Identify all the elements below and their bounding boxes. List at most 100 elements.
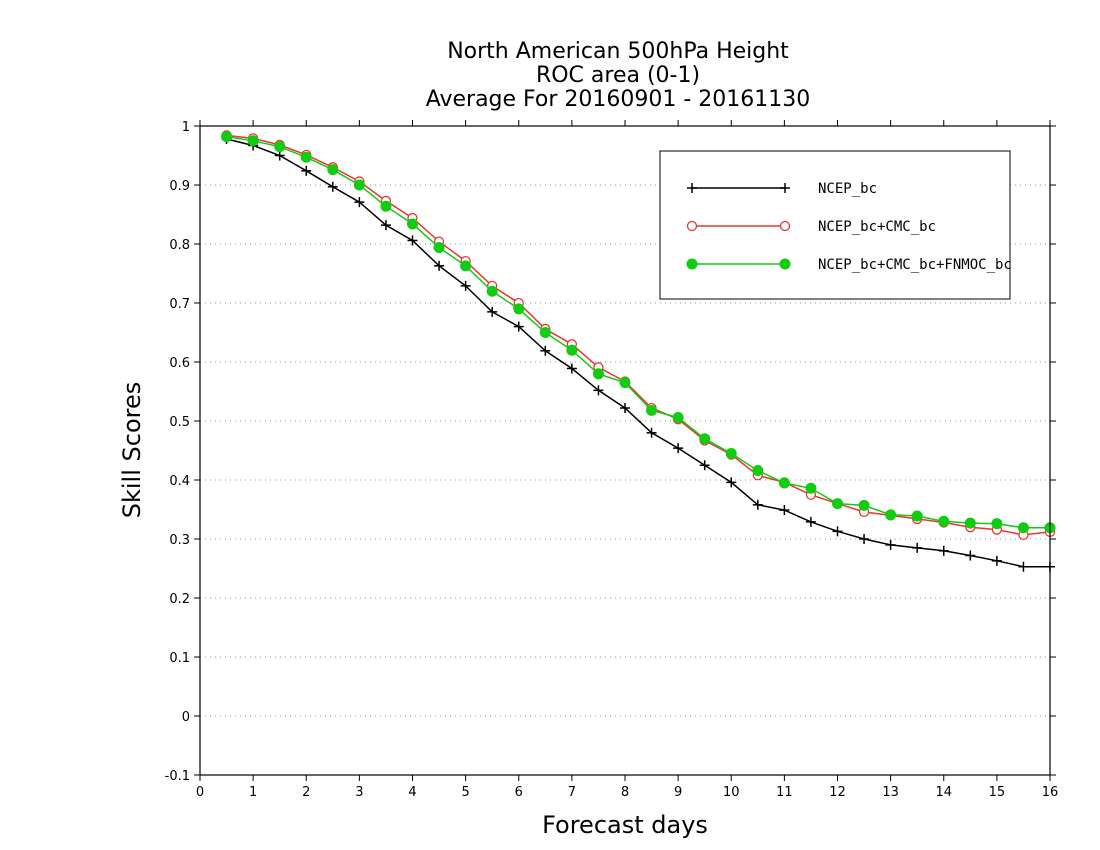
y-tick-label: 0.7 bbox=[169, 297, 190, 312]
grid bbox=[200, 184, 1050, 717]
data-point bbox=[805, 516, 816, 527]
data-point bbox=[301, 165, 312, 176]
data-point bbox=[699, 433, 711, 445]
data-point bbox=[938, 515, 950, 527]
x-tick-label: 9 bbox=[674, 785, 682, 800]
x-tick-label: 12 bbox=[829, 785, 846, 800]
legend-marker bbox=[779, 258, 791, 270]
x-tick-label: 0 bbox=[196, 785, 204, 800]
data-point bbox=[434, 260, 445, 271]
data-point bbox=[380, 200, 392, 212]
data-point bbox=[646, 404, 658, 416]
y-tick-label: 0.6 bbox=[169, 356, 190, 371]
data-point bbox=[539, 327, 551, 338]
y-axis-label: Skill Scores bbox=[118, 382, 146, 519]
legend-marker bbox=[687, 183, 697, 193]
data-point bbox=[646, 427, 657, 438]
chart-title-line-2: ROC area (0-1) bbox=[536, 63, 700, 88]
x-tick-label: 3 bbox=[355, 785, 363, 800]
x-axis-label: Forecast days bbox=[542, 811, 708, 839]
data-point bbox=[513, 303, 525, 315]
x-ticks: 0 1 2 3 4 5 6 7 8 9 10 11 12 13 14 15 16 bbox=[196, 120, 1058, 800]
y-tick-label: -0.1 bbox=[165, 769, 190, 784]
x-tick-label: 2 bbox=[302, 785, 310, 800]
data-point bbox=[805, 482, 817, 494]
data-point bbox=[353, 179, 365, 191]
data-point bbox=[327, 164, 339, 176]
data-point bbox=[885, 509, 897, 521]
x-tick-label: 14 bbox=[935, 785, 952, 800]
x-tick-label: 6 bbox=[515, 785, 523, 800]
data-point bbox=[965, 550, 976, 561]
data-point bbox=[221, 131, 233, 143]
data-point bbox=[726, 477, 737, 488]
data-point bbox=[592, 368, 604, 380]
y-tick-label: 0.5 bbox=[169, 415, 190, 430]
data-point bbox=[300, 151, 312, 163]
legend-label: NCEP_bc+CMC_bc bbox=[818, 219, 936, 235]
x-tick-label: 8 bbox=[621, 785, 629, 800]
data-point bbox=[593, 385, 604, 396]
chart-title-line-3: Average For 20160901 - 20161130 bbox=[426, 87, 811, 112]
chart-title: North American 500hPa Height ROC area (0… bbox=[426, 39, 811, 112]
y-tick-label: 1 bbox=[182, 120, 190, 135]
data-point bbox=[991, 518, 1003, 530]
data-point bbox=[1017, 522, 1029, 534]
data-point bbox=[247, 135, 259, 147]
data-point bbox=[911, 510, 923, 522]
x-tick-label: 11 bbox=[776, 785, 793, 800]
data-point bbox=[487, 306, 498, 317]
data-point bbox=[274, 141, 286, 153]
data-point bbox=[327, 181, 338, 192]
data-point bbox=[407, 218, 418, 230]
data-point bbox=[486, 285, 498, 297]
data-point bbox=[858, 499, 870, 511]
data-point bbox=[619, 377, 631, 389]
x-tick-label: 13 bbox=[882, 785, 899, 800]
data-point bbox=[380, 220, 391, 231]
legend-entry: NCEP_bc+CMC_bc+FNMOC_bc bbox=[686, 257, 1012, 273]
data-point bbox=[832, 526, 843, 537]
x-tick-label: 5 bbox=[461, 785, 469, 800]
legend-entry: NCEP_bc bbox=[687, 181, 877, 197]
data-point bbox=[460, 260, 472, 272]
x-tick-label: 10 bbox=[723, 785, 740, 800]
data-point bbox=[407, 235, 418, 246]
data-point bbox=[460, 280, 471, 291]
x-tick-label: 15 bbox=[989, 785, 1006, 800]
legend-entry: NCEP_bc+CMC_bc bbox=[686, 219, 936, 235]
legend-marker bbox=[780, 183, 790, 193]
data-point bbox=[673, 443, 684, 454]
legend-marker bbox=[779, 220, 791, 232]
y-tick-label: 0.9 bbox=[169, 179, 190, 194]
data-point bbox=[991, 555, 1002, 566]
data-point bbox=[672, 411, 684, 423]
y-tick-label: 0.1 bbox=[169, 651, 190, 666]
y-tick-label: 0 bbox=[182, 710, 190, 725]
data-point bbox=[778, 477, 790, 489]
legend-box bbox=[659, 150, 1011, 300]
y-tick-label: 0.2 bbox=[169, 592, 190, 607]
y-tick-label: 0.8 bbox=[169, 238, 190, 253]
data-point bbox=[354, 197, 365, 208]
series-1 bbox=[221, 133, 1055, 572]
series-layer bbox=[221, 130, 1056, 572]
data-point bbox=[859, 534, 870, 544]
chart-title-line-1: North American 500hPa Height bbox=[447, 39, 789, 64]
data-point bbox=[699, 460, 710, 471]
data-point bbox=[938, 545, 949, 556]
data-point bbox=[274, 150, 285, 161]
legend: NCEP_bc NCEP_bc+CMC_bc NCEP_bc+CMC_bc+FNMO… bbox=[659, 150, 1012, 300]
data-point bbox=[832, 498, 843, 510]
legend-label: NCEP_bc+CMC_bc+FNMOC_bc bbox=[818, 257, 1012, 273]
data-point bbox=[912, 542, 923, 553]
legend-items: NCEP_bc NCEP_bc+CMC_bc NCEP_bc+CMC_bc+FNMO… bbox=[686, 181, 1012, 273]
data-point bbox=[433, 242, 445, 254]
legend-label: NCEP_bc bbox=[818, 181, 877, 197]
series-3 bbox=[221, 131, 1056, 534]
data-point bbox=[620, 403, 630, 414]
y-tick-label: 0.3 bbox=[169, 533, 190, 548]
data-point bbox=[752, 499, 763, 510]
x-tick-label: 7 bbox=[568, 785, 576, 800]
